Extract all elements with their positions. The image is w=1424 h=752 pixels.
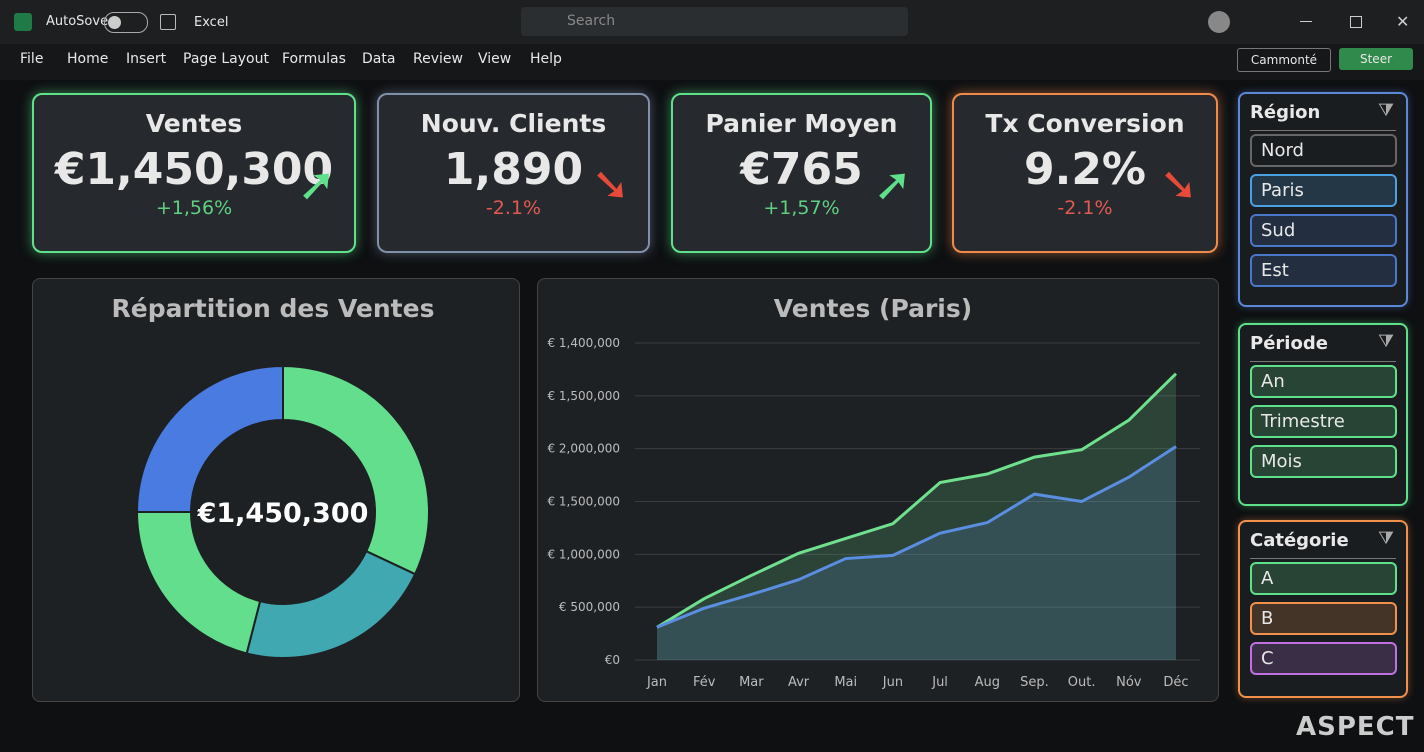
y-tick-label: € 500,000 [559,600,620,614]
menu-item[interactable]: Insert [126,51,167,67]
kpi-value: 9.2% [1023,144,1147,195]
brand: ASPECT [1296,712,1415,742]
donut-segment [135,364,284,513]
slicer-rule [1250,361,1396,362]
trend-arrow: ➚ [873,157,912,211]
save-icon[interactable] [160,14,176,30]
x-tick-label: Mai [834,675,857,690]
kpi-change: +1,56% [155,197,233,219]
autosave-toggle[interactable] [104,12,148,33]
kpi-title: Tx Conversion [985,109,1185,138]
slicer-item[interactable]: Est [1250,254,1397,287]
filter-icon[interactable]: ⧩ [1377,100,1394,121]
slicer: Période ⧩ An Trimestre Mois [1238,323,1408,506]
x-tick-label: Out. [1068,675,1096,690]
trend-arrow: ➚ [297,157,336,211]
menu-item[interactable]: Formulas [282,51,346,67]
slicer-item[interactable]: Sud [1250,214,1397,247]
avatar[interactable] [1208,11,1230,33]
y-tick-label: € 2,000,000 [547,442,620,456]
x-tick-label: Fév [693,675,716,690]
autosave-label: AutoSove [46,14,109,29]
search-placeholder: Search [567,13,616,29]
slicer-item[interactable]: Nord [1250,134,1397,167]
chart-title: Répartition des Ventes [112,294,435,323]
filter-icon[interactable]: ⧩ [1377,331,1394,352]
kpi-title: Nouv. Clients [420,109,607,138]
menu-item[interactable]: Data [362,51,396,67]
kpi-card: Tx Conversion 9.2% -2.1% ➘ [952,93,1218,253]
share-button[interactable]: Steer [1339,48,1413,70]
kpi-change: -2.1% [485,197,542,219]
x-tick-label: Nóv [1116,675,1142,690]
kpi-value: €765 [740,144,863,195]
slicer-item[interactable]: C [1250,642,1397,675]
slicer-rule [1250,558,1396,559]
slicer-item[interactable]: Paris [1250,174,1397,207]
menu-item[interactable]: Page Layout [183,51,269,67]
slicer-title: Région [1250,102,1321,123]
search-box[interactable]: Search [521,7,908,36]
slicer-item[interactable]: Trimestre [1250,405,1397,438]
donut-segment [282,364,430,576]
minimize[interactable] [1300,21,1312,22]
slicer-item[interactable]: B [1250,602,1397,635]
kpi-card: Panier Moyen €765 +1,57% ➚ [671,93,932,253]
donut-center-label: €1,450,300 [197,498,369,529]
kpi-change: +1,57% [763,197,840,219]
y-tick-label: € 1,500,000 [547,495,620,509]
menu-item[interactable]: File [20,51,44,67]
slicer-rule [1250,130,1396,131]
slicer-item[interactable]: Mois [1250,445,1397,478]
slicer-item[interactable]: An [1250,365,1397,398]
kpi-value: €1,450,300 [54,144,334,195]
trend-arrow: ➘ [591,157,630,211]
donut-segment [135,511,262,655]
kpi-value: 1,890 [443,144,584,195]
kpi-title: Panier Moyen [705,109,898,138]
slicer-item[interactable]: A [1250,562,1397,595]
y-tick-label: €0 [605,653,620,667]
filter-icon[interactable]: ⧩ [1377,528,1394,549]
x-tick-label: Mar [739,675,764,690]
slicer-title: Période [1250,333,1328,354]
maximize[interactable] [1350,16,1362,28]
y-tick-label: € 1,000,000 [547,547,620,561]
y-tick-label: € 1,400,000 [547,336,620,350]
series-line [656,445,1177,629]
excel-icon [14,13,32,31]
chart-title: Ventes (Paris) [774,294,972,323]
series-area [657,446,1176,660]
donut-segment [245,549,417,659]
series-area [657,373,1176,660]
comment-button[interactable]: Cammonté [1237,48,1331,72]
y-tick-label: € 1,500,000 [547,389,620,403]
menu-item[interactable]: Review [413,51,463,67]
trend-arrow: ➘ [1159,157,1198,211]
kpi-card: Ventes €1,450,300 +1,56% ➚ [32,93,356,253]
slicer: Catégorie ⧩ A B C [1238,520,1408,698]
x-tick-label: Sep. [1020,675,1049,690]
x-tick-label: Jun [882,675,903,690]
slicer-title: Catégorie [1250,530,1349,551]
close[interactable]: ✕ [1396,12,1410,31]
menu-item[interactable]: Help [530,51,562,67]
kpi-card: Nouv. Clients 1,890 -2.1% ➘ [377,93,650,253]
app-name[interactable]: Excel [194,15,229,30]
x-tick-label: Jan [646,675,667,690]
slicer: Région ⧩ Nord Paris Sud Est [1238,92,1408,307]
x-tick-label: Aug [975,675,1000,690]
menu-item[interactable]: View [478,51,512,67]
menu-item[interactable]: Home [67,51,109,67]
x-tick-label: Avr [788,675,810,690]
series-line [656,372,1178,629]
kpi-change: -2.1% [1057,197,1113,219]
x-tick-label: Déc [1163,675,1188,690]
x-tick-label: Jul [931,675,948,690]
kpi-title: Ventes [145,109,243,138]
